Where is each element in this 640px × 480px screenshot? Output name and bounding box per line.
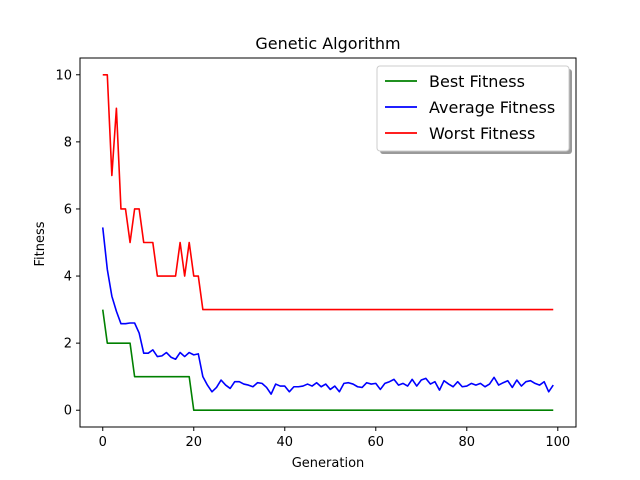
y-axis: 0 2 4 6 8 10 [55, 68, 80, 419]
series-line-0 [101, 309, 554, 412]
legend-label: Worst Fitness [429, 124, 535, 143]
legend: Best Fitness Average Fitness Worst Fitness [376, 65, 572, 154]
y-tick-label: 10 [55, 68, 72, 83]
x-tick-label: 0 [99, 435, 107, 450]
series-line-1 [101, 227, 554, 395]
legend-label: Average Fitness [429, 98, 555, 117]
x-tick-label: 60 [368, 435, 385, 450]
plot-area [79, 57, 577, 428]
x-tick-label: 100 [545, 435, 570, 450]
x-axis: 0 20 40 60 80 100 [99, 427, 570, 450]
y-tick-label: 4 [64, 270, 72, 285]
y-axis-label: Fitness [33, 221, 48, 266]
y-tick-label: 2 [64, 337, 72, 352]
legend-label: Best Fitness [429, 72, 525, 91]
chart-title: Genetic Algorithm [255, 34, 400, 53]
x-axis-label: Generation [292, 456, 365, 471]
legend-box [376, 65, 570, 152]
x-tick-label: 80 [459, 435, 476, 450]
series-line-2 [102, 73, 554, 311]
axes-frame [79, 57, 577, 428]
y-tick-label: 8 [64, 135, 72, 150]
y-tick-label: 6 [64, 202, 72, 217]
y-tick-label: 0 [64, 404, 72, 419]
x-tick-label: 20 [185, 435, 202, 450]
x-tick-label: 40 [276, 435, 293, 450]
